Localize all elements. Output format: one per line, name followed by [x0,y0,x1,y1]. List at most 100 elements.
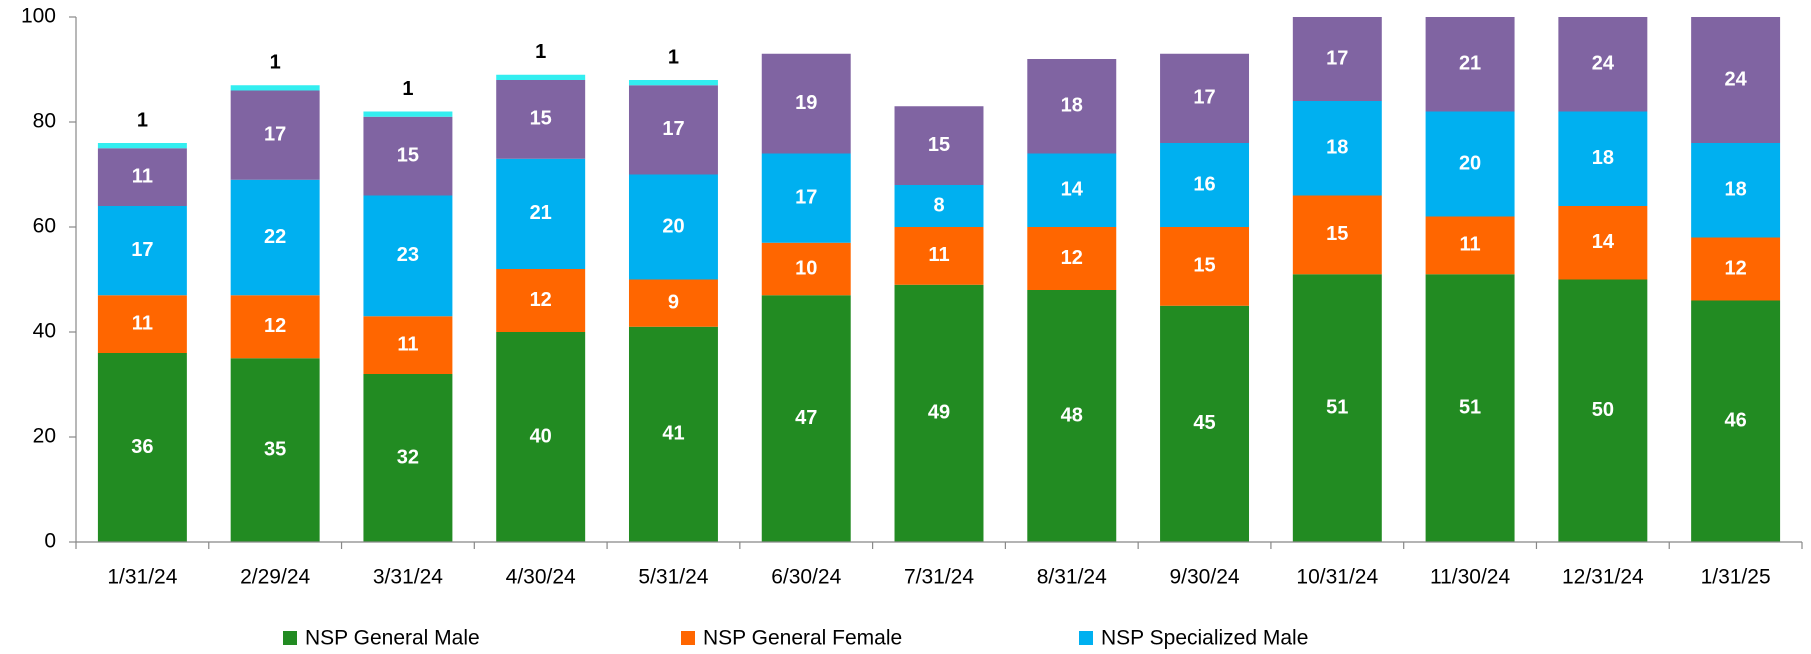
value-label: 23 [397,244,419,266]
x-tick-label: 11/30/24 [1430,566,1511,589]
bar-segment [1027,227,1117,290]
value-label: 1 [535,41,546,63]
bar-segment [1691,300,1781,542]
bar-segment [230,295,320,359]
bar-segment [97,206,187,296]
bar-segment [97,353,187,542]
value-label: 35 [264,438,286,460]
value-label: 15 [928,134,950,156]
bar-segment [230,85,320,91]
bar-segment [1558,279,1648,542]
value-label: 12 [1724,257,1746,279]
bar-segment [628,80,718,86]
legend-swatch [283,631,297,645]
value-label: 15 [1326,223,1348,245]
bar-segment [894,106,984,185]
bar-segment [230,358,320,542]
x-tick-label: 2/29/24 [240,566,310,589]
x-tick-label: 9/30/24 [1169,566,1239,589]
value-label: 11 [397,333,418,355]
value-label: 14 [1061,179,1084,201]
legend-label: NSP Specialized Male [1101,627,1308,650]
bar-segment [97,143,187,149]
bar-segment [1558,111,1648,206]
value-label: 11 [928,244,949,266]
bar-segment [761,242,851,296]
bar-segment [1027,153,1117,227]
value-label: 18 [1326,137,1348,159]
value-label: 12 [264,315,286,337]
value-label: 41 [662,423,684,445]
value-label: 17 [795,186,817,208]
bar-segment [496,80,586,159]
x-tick-label: 10/31/24 [1296,566,1378,589]
value-label: 50 [1592,399,1614,421]
x-tick-label: 4/30/24 [506,566,576,589]
y-tick-label: 0 [44,530,56,553]
y-tick-label: 80 [33,110,56,133]
value-label: 22 [264,226,286,248]
value-label: 15 [530,108,552,130]
value-label: 46 [1724,410,1746,432]
bar-segment [1160,143,1250,227]
bar-segment [894,185,984,227]
bar-segment [1027,59,1117,154]
bar-segment [97,148,187,206]
value-label: 40 [530,425,552,447]
value-label: 14 [1592,231,1615,253]
y-tick-label: 40 [33,320,56,343]
value-label: 18 [1724,179,1746,201]
bar-segment [1425,111,1515,217]
bar-segment [628,279,718,327]
bar-segment [628,85,718,175]
value-label: 12 [1061,247,1083,269]
x-tick-label: 1/31/25 [1701,566,1771,589]
value-label: 17 [264,123,286,145]
value-label: 19 [795,92,817,114]
bar-segment [363,316,453,374]
legend-swatch [681,631,695,645]
bar-segment [363,374,453,542]
bar-segment [1691,237,1781,301]
value-label: 16 [1193,173,1215,195]
value-label: 17 [662,118,684,140]
value-label: 51 [1326,396,1348,418]
bar-segment [363,111,453,117]
value-label: 32 [397,446,419,468]
bar-segment [1691,17,1781,143]
bar-segment [1160,53,1250,143]
bar-segment [1425,216,1515,275]
value-label: 47 [795,407,817,429]
value-label: 9 [668,291,679,313]
bar-segment [496,332,586,542]
bar-segment [894,284,984,542]
bar-segment [1027,290,1117,542]
value-label: 45 [1193,412,1215,434]
y-tick-label: 60 [33,215,56,238]
value-label: 51 [1459,396,1481,418]
value-label: 17 [131,239,153,261]
bar-segment [496,269,586,332]
x-tick-label: 7/31/24 [904,566,974,589]
value-label: 24 [1592,53,1615,75]
value-label: 21 [530,202,552,224]
bar-segment [1558,17,1648,112]
bar-segment [1425,274,1515,542]
value-label: 17 [1193,87,1215,109]
legend-swatch [1079,631,1093,645]
value-label: 18 [1592,147,1614,169]
bar-segment [230,179,320,296]
value-label: 8 [933,194,944,216]
value-label: 12 [530,289,552,311]
bar-segment [1691,143,1781,238]
x-tick-label: 1/31/24 [107,566,177,589]
x-tick-label: 5/31/24 [638,566,708,589]
value-label: 11 [132,312,153,334]
value-label: 15 [1193,255,1215,277]
x-tick-label: 6/30/24 [771,566,841,589]
legend-label: NSP General Male [305,627,480,650]
value-label: 21 [1459,53,1481,75]
value-label: 1 [137,109,148,131]
bar-segment [230,90,320,180]
